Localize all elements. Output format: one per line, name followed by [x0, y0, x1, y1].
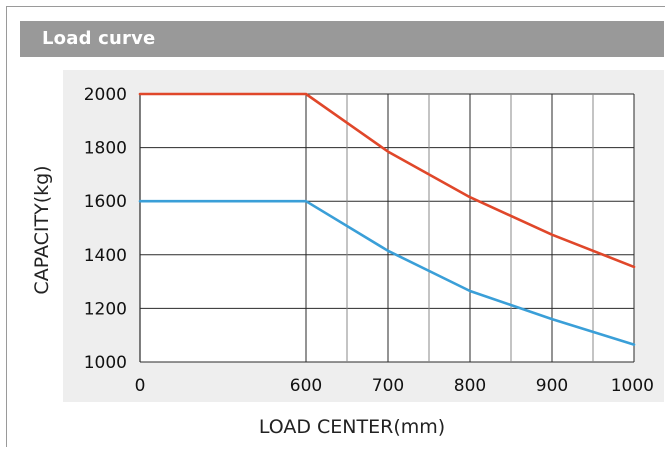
- series-line-2: [138, 199, 636, 346]
- y-tick-label-2000: 2000: [84, 85, 127, 105]
- y-tick-label-1400: 1400: [84, 246, 127, 266]
- x-axis-title: LOAD CENTER(mm): [259, 416, 445, 438]
- x-tick-label-900: 900: [536, 376, 568, 396]
- y-tick-label-1200: 1200: [84, 299, 127, 319]
- x-tick-label-800: 800: [454, 376, 486, 396]
- x-tick-label-700: 700: [372, 376, 404, 396]
- x-tick-label-600: 600: [290, 376, 322, 396]
- x-tick-label-1000: 1000: [611, 376, 654, 396]
- tick-labels: 1000 1200 1400 1600 1800 2000 0 600 700 800 900 100…: [84, 85, 654, 396]
- y-tick-label-1600: 1600: [84, 192, 127, 212]
- grid: [139, 93, 635, 363]
- series-line-1: [138, 92, 636, 269]
- y-tick-label-1800: 1800: [84, 139, 127, 159]
- y-tick-label-1000: 1000: [84, 353, 127, 373]
- x-tick-label-0: 0: [135, 376, 146, 396]
- x-axis-title-area: [63, 402, 664, 446]
- y-axis-title: CAPACITY(kg): [31, 165, 53, 294]
- chart-header-bar: Load curve: [20, 21, 664, 57]
- series-lines: [138, 92, 636, 346]
- chart-title: Load curve: [42, 28, 156, 49]
